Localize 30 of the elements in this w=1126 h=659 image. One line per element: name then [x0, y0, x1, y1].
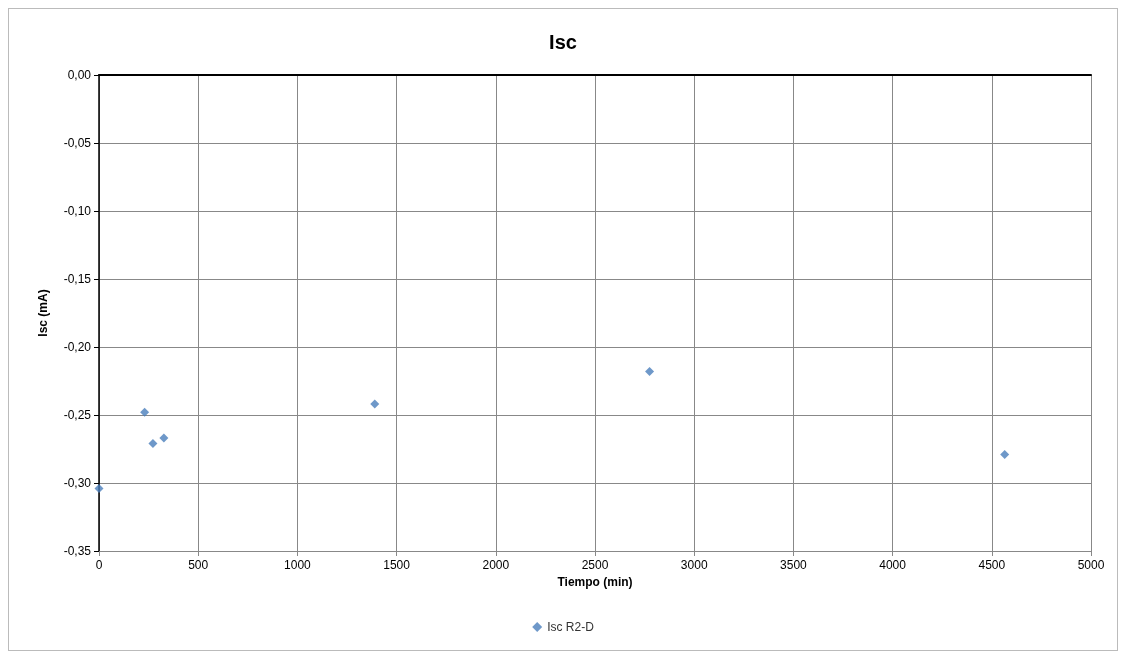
point — [140, 407, 150, 417]
y-tick-label: -0,15 — [63, 272, 92, 286]
y-tick-label: -0,30 — [63, 476, 92, 490]
x-tick-label: 3500 — [780, 558, 808, 572]
y-tick-label: -0,05 — [63, 136, 92, 150]
x-tick-label: 5000 — [1077, 558, 1105, 572]
x-tick-label: 2000 — [482, 558, 510, 572]
x-tick-label: 500 — [188, 558, 209, 572]
x-tick-label: 4000 — [879, 558, 907, 572]
point — [94, 483, 104, 493]
point — [370, 399, 380, 409]
point — [159, 433, 169, 443]
x-tick-label: 1500 — [383, 558, 411, 572]
x-tick-label: 4500 — [978, 558, 1006, 572]
y-tick-label: 0,00 — [67, 68, 92, 82]
x-tick-label: 2500 — [581, 558, 609, 572]
y-tick-label: -0,25 — [63, 408, 92, 422]
point — [148, 439, 158, 449]
x-tick-label: 3000 — [680, 558, 708, 572]
y-tick-label: -0,10 — [63, 204, 92, 218]
point — [645, 366, 655, 376]
y-axis-title: Isc (mA) — [36, 289, 50, 337]
y-tick-label: -0,35 — [63, 544, 92, 558]
legend-label: Isc R2-D — [547, 620, 595, 634]
y-tick-label: -0,20 — [63, 340, 92, 354]
x-tick-label: 1000 — [284, 558, 312, 572]
chart-title: Isc — [549, 31, 577, 53]
x-tick-label: 0 — [95, 558, 103, 572]
point — [1000, 449, 1010, 459]
x-axis-title: Tiempo (min) — [557, 574, 633, 589]
